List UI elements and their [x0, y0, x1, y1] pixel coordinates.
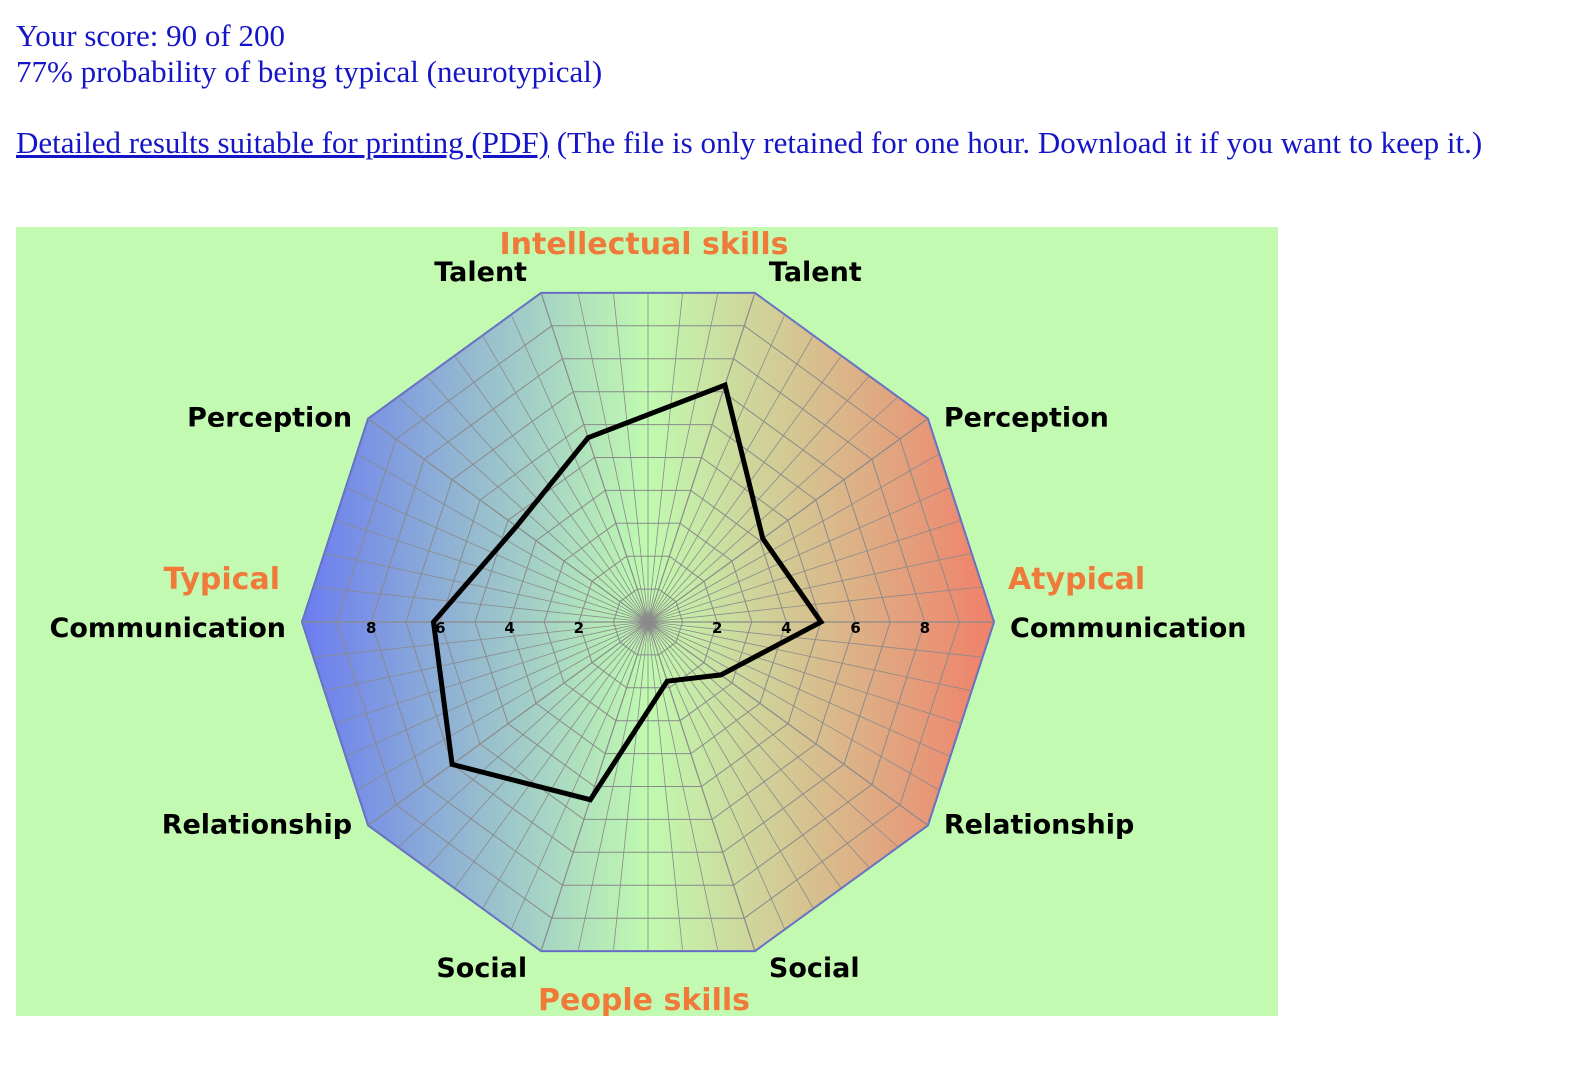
grid-spoke — [647, 292, 728, 623]
axis-label-atypical-communication: Communication — [1010, 613, 1247, 644]
pdf-download-link[interactable]: Detailed results suitable for printing (… — [16, 125, 549, 160]
grid-spoke — [423, 621, 649, 931]
axis-tick-label: 2 — [574, 619, 584, 637]
people-skills-label: People skills — [538, 983, 750, 1016]
grid-spoke — [607, 621, 649, 952]
grid-spoke — [364, 367, 649, 623]
probability-text: 77% probability of being typical (neurot… — [16, 54, 603, 89]
grid-spoke — [302, 621, 649, 740]
grid-spoke — [647, 338, 903, 623]
grid-spoke — [647, 621, 994, 740]
grid-spoke — [647, 504, 994, 623]
axis-label-typical-relationship: Relationship — [162, 809, 352, 840]
radar-chart: 2 2 4 4 6 6 8 8 Talent Perception Communication Re… — [16, 227, 1278, 1016]
score-text: Your score: 90 of 200 — [16, 18, 285, 53]
grid-spoke — [302, 621, 649, 702]
grid-spoke — [318, 431, 649, 623]
grid-spoke — [647, 621, 903, 906]
grid-spoke — [423, 313, 649, 623]
grid-spoke — [647, 313, 873, 623]
axis-tick-label: 8 — [920, 619, 930, 637]
grid-spoke — [607, 292, 649, 623]
grid-spoke — [647, 431, 978, 623]
typical-label: Typical — [163, 562, 280, 597]
grid-spoke — [302, 621, 649, 778]
grid-spoke — [647, 621, 839, 952]
grid-spoke — [647, 621, 873, 931]
axis-tick-label: 6 — [850, 619, 860, 637]
pdf-line: Detailed results suitable for printing (… — [16, 125, 1482, 161]
grid-spoke — [318, 621, 649, 813]
grid-spoke — [393, 621, 649, 906]
grid-spoke — [302, 466, 649, 623]
grid-spoke — [302, 504, 649, 623]
grid-spoke — [647, 621, 994, 663]
grid-spoke — [647, 621, 994, 702]
axis-tick-label: 2 — [712, 619, 722, 637]
grid-spoke — [647, 292, 689, 623]
grid-spoke — [647, 621, 932, 877]
grid-spoke — [647, 621, 728, 952]
axis-label-atypical-talent: Talent — [769, 257, 862, 288]
radar-chart-svg: 2 2 4 4 6 6 8 8 Talent Perception Communication Re… — [16, 227, 1278, 1016]
axis-spoke — [647, 292, 767, 623]
grid-spoke — [647, 621, 978, 813]
grid-spoke — [393, 338, 649, 623]
grid-spoke — [457, 621, 649, 952]
axis-spoke — [647, 397, 957, 623]
pdf-retention-note: (The file is only retained for one hour.… — [548, 125, 1483, 160]
grid-spoke — [302, 621, 649, 663]
axis-label-atypical-relationship: Relationship — [944, 809, 1134, 840]
axis-spoke — [339, 397, 649, 623]
axis-tick-label: 8 — [366, 619, 376, 637]
intellectual-skills-label: Intellectual skills — [499, 227, 788, 262]
grid-spoke — [364, 621, 649, 877]
grid-spoke — [492, 292, 649, 623]
grid-spoke — [647, 466, 994, 623]
axis-label-typical-perception: Perception — [187, 403, 352, 434]
grid-spoke — [647, 621, 689, 952]
grid-spoke — [568, 292, 649, 623]
axis-spoke — [529, 292, 649, 623]
grid-spoke — [647, 367, 932, 623]
axis-spoke — [339, 621, 649, 847]
grid-spoke — [647, 621, 994, 778]
grid-spoke — [647, 581, 994, 623]
axis-tick-label: 4 — [504, 619, 514, 637]
axis-label-typical-social: Social — [436, 953, 527, 984]
axis-label-typical-talent: Talent — [434, 257, 527, 288]
axis-label-atypical-perception: Perception — [944, 403, 1109, 434]
atypical-label: Atypical — [1008, 562, 1145, 597]
grid-spoke — [302, 542, 649, 623]
grid-spoke — [647, 542, 994, 623]
grid-spoke — [647, 292, 804, 623]
axis-label-atypical-social: Social — [769, 953, 860, 984]
grid-spoke — [568, 621, 649, 952]
axis-label-typical-communication: Communication — [50, 613, 287, 644]
axis-tick-label: 6 — [435, 619, 445, 637]
axis-spoke — [647, 621, 957, 847]
grid-ring — [302, 292, 994, 952]
grid-spoke — [457, 292, 649, 623]
grid-spoke — [302, 581, 649, 623]
score-profile-line — [430, 381, 825, 803]
axis-tick-label: 4 — [781, 619, 791, 637]
axis-spoke — [529, 621, 649, 952]
